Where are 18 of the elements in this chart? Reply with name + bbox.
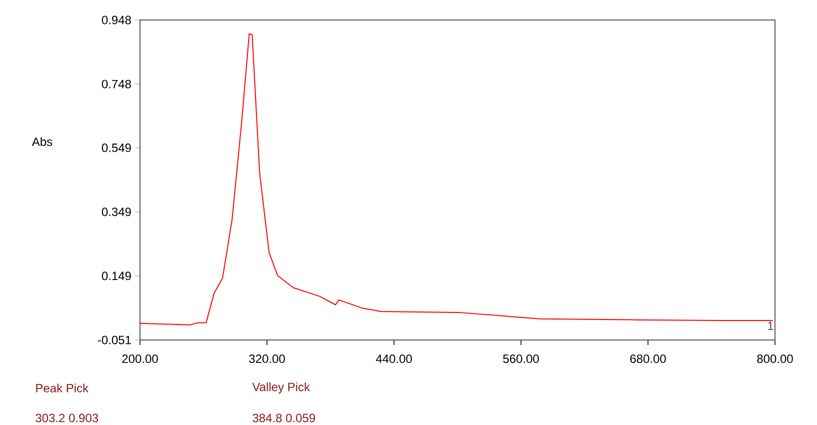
text: 384.8 0.059: [252, 414, 316, 422]
y-tick-label: 0.149: [102, 272, 131, 280]
y-tick-label: 0.948: [102, 16, 131, 24]
text: Valley Pick: [252, 382, 310, 394]
x-tick-label: 440.00: [376, 354, 412, 364]
text: 303.2 0.903: [36, 414, 98, 422]
x-tick-label: 320.00: [249, 354, 285, 364]
annotation: 1: [768, 322, 774, 330]
y-tick-label: 0.549: [102, 144, 131, 152]
text: Peak Pick: [36, 384, 89, 392]
y-axis-title: Abs: [32, 137, 52, 146]
x-tick-label: 680.00: [630, 354, 666, 364]
x-tick-label: 560.00: [503, 354, 539, 364]
x-tick-label: 200.00: [122, 354, 158, 364]
x-tick-label: 800.00: [757, 354, 793, 364]
y-tick-label: -0.051: [98, 336, 131, 344]
y-tick-label: 0.748: [102, 80, 131, 88]
y-tick-label: 0.349: [102, 208, 131, 216]
